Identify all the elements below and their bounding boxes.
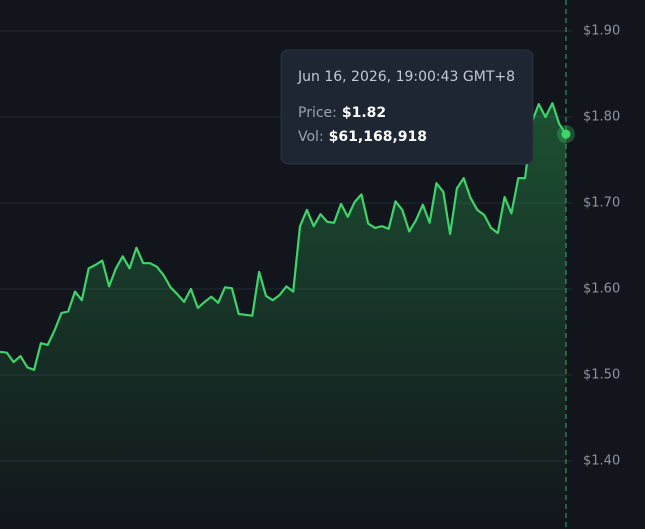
hover-point xyxy=(561,129,571,139)
y-tick-label: $1.60 xyxy=(583,282,620,297)
tooltip-vol: $61,168,918 xyxy=(329,129,427,145)
y-tick-label: $1.80 xyxy=(583,109,620,124)
y-tick-label: $1.90 xyxy=(583,23,620,38)
y-tick-label: $1.50 xyxy=(583,368,620,383)
tooltip-box xyxy=(280,49,534,165)
tooltip-date: Jun 16, 2026, 19:00:43 GMT+8 xyxy=(297,69,515,85)
y-tick-label: $1.40 xyxy=(583,454,620,469)
price-line xyxy=(0,102,567,371)
tooltip: Jun 16, 2026, 19:00:43 GMT+8 Price: $1.8… xyxy=(280,49,534,165)
tooltip-vol-label: Vol: xyxy=(298,129,324,145)
plot xyxy=(0,0,575,529)
tooltip-price: $1.82 xyxy=(342,105,386,121)
y-tick-label: $1.70 xyxy=(583,195,620,210)
tooltip-price-label: Price: xyxy=(298,105,337,121)
